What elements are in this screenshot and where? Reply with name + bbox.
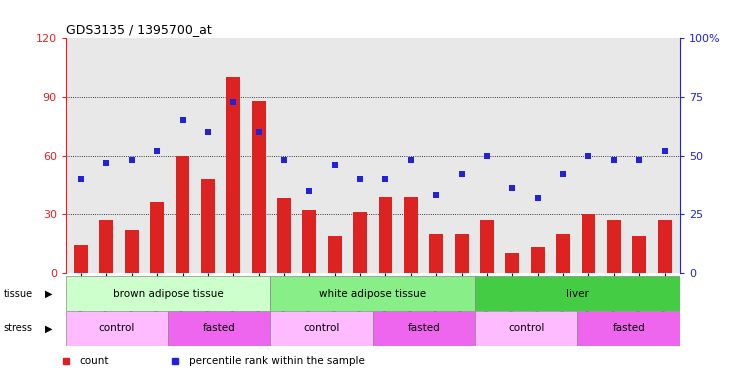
Text: liver: liver bbox=[566, 289, 589, 299]
Bar bbox=[475, 311, 577, 346]
Bar bbox=[168, 311, 270, 346]
Bar bbox=[251, 101, 265, 273]
Bar bbox=[353, 212, 367, 273]
Bar bbox=[531, 247, 545, 273]
Bar bbox=[270, 276, 475, 311]
Text: ▶: ▶ bbox=[45, 323, 53, 333]
Bar bbox=[303, 210, 317, 273]
Bar bbox=[373, 311, 475, 346]
Text: stress: stress bbox=[4, 323, 33, 333]
Text: white adipose tissue: white adipose tissue bbox=[319, 289, 426, 299]
Bar bbox=[74, 245, 88, 273]
Text: fasted: fasted bbox=[203, 323, 235, 333]
Point bbox=[455, 171, 467, 177]
Text: tissue: tissue bbox=[4, 289, 33, 299]
Text: fasted: fasted bbox=[613, 323, 645, 333]
Text: percentile rank within the sample: percentile rank within the sample bbox=[189, 356, 365, 366]
Text: control: control bbox=[508, 323, 545, 333]
Bar bbox=[150, 202, 164, 273]
Bar bbox=[505, 253, 519, 273]
Point bbox=[481, 152, 493, 159]
Bar bbox=[227, 78, 240, 273]
Bar bbox=[379, 197, 393, 273]
Point bbox=[355, 176, 366, 182]
Bar bbox=[607, 220, 621, 273]
Bar bbox=[581, 214, 596, 273]
Text: control: control bbox=[99, 323, 135, 333]
Bar bbox=[404, 197, 418, 273]
Bar bbox=[480, 220, 494, 273]
Point bbox=[253, 129, 265, 135]
Bar bbox=[475, 276, 680, 311]
Bar bbox=[99, 220, 113, 273]
Bar bbox=[658, 220, 672, 273]
Bar bbox=[66, 311, 168, 346]
Bar bbox=[429, 233, 443, 273]
Point bbox=[507, 185, 518, 191]
Point bbox=[633, 157, 645, 163]
Point bbox=[75, 176, 87, 182]
Point bbox=[126, 157, 137, 163]
Bar bbox=[556, 233, 570, 273]
Bar bbox=[277, 199, 291, 273]
Point bbox=[101, 159, 113, 166]
Point bbox=[279, 157, 290, 163]
Bar bbox=[632, 235, 646, 273]
Bar bbox=[455, 233, 469, 273]
Point bbox=[202, 129, 213, 135]
Point bbox=[379, 176, 391, 182]
Point bbox=[405, 157, 417, 163]
Bar bbox=[66, 276, 270, 311]
Point bbox=[177, 118, 189, 124]
Point bbox=[557, 171, 569, 177]
Text: fasted: fasted bbox=[408, 323, 440, 333]
Text: ▶: ▶ bbox=[45, 289, 53, 299]
Point bbox=[329, 162, 341, 168]
Point bbox=[227, 99, 239, 105]
Point bbox=[303, 188, 315, 194]
Text: count: count bbox=[79, 356, 108, 366]
Point bbox=[659, 148, 670, 154]
Point bbox=[532, 195, 544, 201]
Point bbox=[151, 148, 163, 154]
Point bbox=[608, 157, 620, 163]
Text: brown adipose tissue: brown adipose tissue bbox=[113, 289, 224, 299]
Bar bbox=[201, 179, 215, 273]
Bar bbox=[327, 235, 341, 273]
Bar bbox=[125, 230, 139, 273]
Point bbox=[583, 152, 594, 159]
Bar bbox=[577, 311, 680, 346]
Point bbox=[431, 192, 442, 199]
Bar bbox=[270, 311, 373, 346]
Bar bbox=[175, 156, 189, 273]
Text: GDS3135 / 1395700_at: GDS3135 / 1395700_at bbox=[66, 23, 211, 36]
Text: control: control bbox=[303, 323, 340, 333]
